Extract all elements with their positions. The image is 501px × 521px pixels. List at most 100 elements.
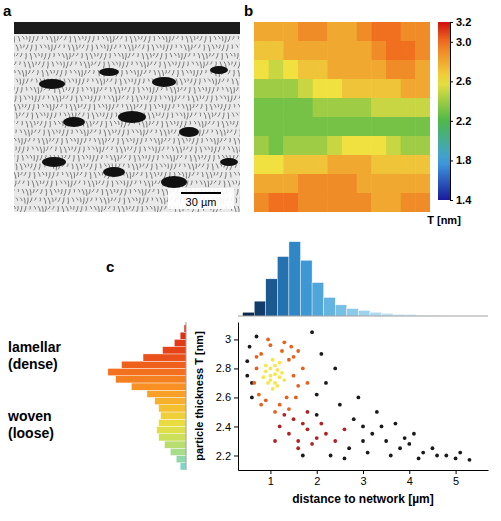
canaliculus — [71, 147, 73, 150]
canaliculus — [103, 62, 105, 69]
canaliculus — [93, 121, 94, 124]
heat-cell — [313, 79, 328, 99]
canaliculus — [84, 70, 86, 75]
point — [306, 410, 310, 414]
point — [275, 384, 279, 388]
point — [255, 335, 259, 339]
canaliculus — [215, 62, 217, 67]
canaliculus — [176, 147, 178, 154]
canaliculus — [136, 172, 138, 175]
histogram-bar — [155, 397, 186, 404]
canaliculus — [222, 79, 224, 82]
canaliculus — [53, 104, 54, 111]
heat-cell — [371, 136, 386, 156]
canaliculus — [98, 172, 100, 176]
canaliculus — [47, 62, 49, 69]
canaliculus — [74, 189, 76, 192]
canaliculus — [72, 198, 74, 202]
canaliculus — [112, 62, 114, 66]
canaliculus — [126, 104, 128, 110]
canaliculus — [152, 155, 154, 162]
histogram-bar — [243, 312, 255, 316]
canaliculus — [20, 79, 22, 85]
canaliculus — [124, 198, 126, 205]
canaliculus — [148, 147, 150, 150]
canaliculus — [102, 104, 104, 107]
canaliculus — [190, 121, 192, 125]
tick-mark — [234, 397, 238, 398]
canaliculus — [204, 45, 206, 51]
canaliculus — [28, 70, 30, 74]
canaliculus — [104, 130, 106, 137]
canaliculus — [185, 155, 187, 159]
canaliculus — [230, 53, 232, 56]
figure: a30 µmb3.23.02.62.21.81.4T [nm]c123452.2… — [0, 0, 501, 521]
canaliculus — [76, 164, 78, 171]
canaliculus — [138, 36, 140, 39]
canaliculus — [130, 138, 131, 141]
canaliculus — [172, 36, 174, 41]
canaliculus — [79, 181, 80, 184]
canaliculus — [117, 189, 118, 193]
heat-cell — [298, 98, 313, 118]
canaliculus — [137, 70, 139, 77]
tick: 3.0 — [450, 36, 471, 48]
tick-label: 1 — [268, 475, 274, 487]
heat-cell — [415, 155, 430, 175]
canaliculus — [82, 79, 84, 85]
canaliculus — [164, 138, 166, 141]
canaliculus — [166, 189, 168, 195]
canaliculus — [61, 138, 63, 145]
canaliculus — [170, 87, 172, 93]
canaliculus — [30, 45, 32, 52]
point — [306, 381, 310, 385]
heat-cell — [415, 98, 430, 118]
canaliculus — [164, 62, 165, 69]
canaliculus — [26, 113, 28, 118]
canaliculus — [84, 138, 86, 143]
canaliculus — [215, 113, 216, 116]
canaliculus — [156, 121, 158, 126]
canaliculus — [174, 164, 176, 170]
canaliculus — [178, 104, 180, 107]
canaliculus — [29, 172, 30, 178]
point — [366, 451, 370, 455]
canaliculus — [68, 45, 70, 51]
heat-cell — [327, 79, 342, 99]
canaliculus — [48, 130, 50, 137]
canaliculus — [138, 155, 140, 161]
canaliculus — [92, 189, 94, 192]
canaliculus — [152, 121, 154, 124]
canaliculus — [23, 181, 24, 184]
histogram-bar — [335, 305, 347, 316]
canaliculus — [116, 62, 117, 65]
heat-cell — [269, 136, 284, 156]
canaliculus — [161, 138, 163, 144]
canaliculus — [44, 198, 46, 204]
canaliculus — [101, 155, 103, 159]
heat-cell — [313, 174, 328, 194]
canaliculus — [79, 45, 80, 48]
canaliculus — [150, 87, 152, 93]
heat-cell — [254, 174, 269, 194]
canaliculus — [196, 138, 198, 145]
canaliculus — [214, 104, 216, 108]
canaliculus — [206, 96, 208, 102]
canaliculus — [214, 181, 216, 184]
canaliculus — [18, 147, 20, 153]
canaliculus — [66, 53, 67, 60]
canaliculus — [86, 198, 88, 204]
canaliculus — [143, 79, 144, 84]
canaliculus — [29, 36, 30, 42]
tick-label: 3.2 — [456, 16, 471, 28]
canaliculus — [63, 62, 65, 68]
canaliculus — [46, 70, 48, 76]
tick-label: 3.0 — [456, 36, 471, 48]
heat-cell — [298, 155, 313, 175]
point — [296, 349, 300, 353]
canaliculus — [190, 147, 192, 152]
canaliculus — [127, 130, 129, 136]
point — [296, 439, 300, 443]
heat-cell — [269, 174, 284, 194]
canaliculus — [76, 198, 78, 201]
